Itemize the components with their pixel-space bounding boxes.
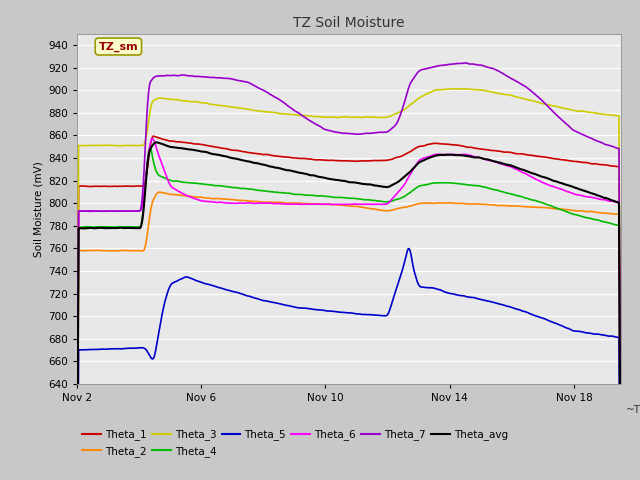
Title: TZ Soil Moisture: TZ Soil Moisture (293, 16, 404, 30)
Text: ~Time: ~Time (626, 405, 640, 415)
Text: TZ_sm: TZ_sm (99, 41, 138, 52)
Legend: Theta_1, Theta_2, Theta_3, Theta_4, Theta_5, Theta_6, Theta_7, Theta_avg: Theta_1, Theta_2, Theta_3, Theta_4, Thet… (82, 430, 508, 456)
Y-axis label: Soil Moisture (mV): Soil Moisture (mV) (34, 161, 44, 257)
